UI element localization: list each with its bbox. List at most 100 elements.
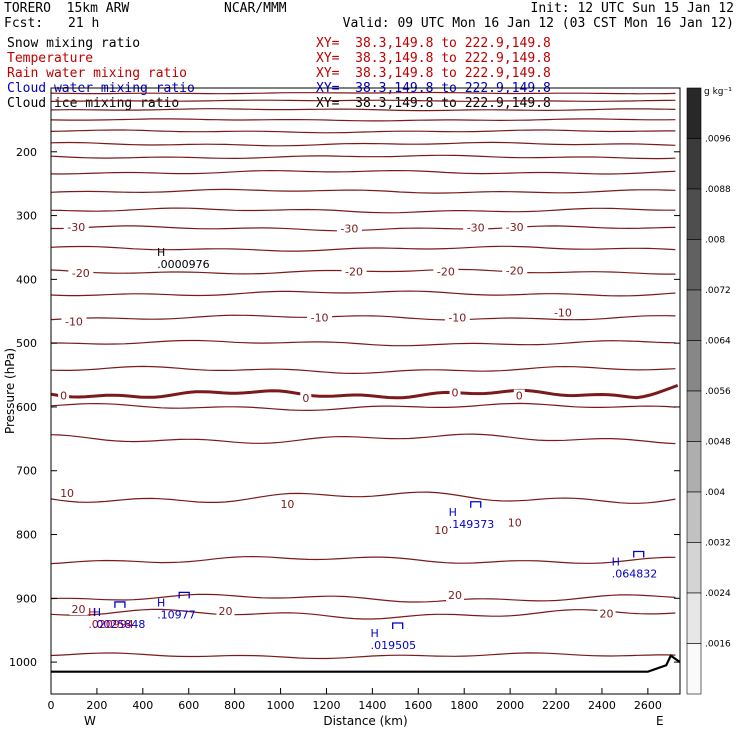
x-tick-label: 800 [224, 699, 245, 712]
temperature-contour-line [50, 129, 676, 134]
colorbar-swatch [686, 542, 702, 594]
y-axis-title: Pressure (hPa) [3, 348, 17, 434]
colorbar-tick-label: .0064 [705, 337, 731, 347]
contour-labels: -30 -30 -30 -30 -20 -20 -20 -20 -10 -10 -10 -10 0 0 0 0… [58, 221, 616, 621]
x-right-direction: E [656, 714, 664, 728]
contour-label: -10 [311, 312, 329, 325]
contour-label-bg [69, 603, 88, 616]
contour-label-bg [278, 497, 297, 510]
contour-label-bg [432, 524, 451, 537]
x-tick-label: 2000 [496, 699, 524, 712]
colorbar-tick-label: .0048 [705, 438, 731, 448]
plot-frame [50, 87, 681, 695]
contour-label-bg [463, 221, 489, 234]
x-tick-label: 2600 [634, 699, 662, 712]
temperature-contour-line [50, 314, 676, 321]
contour-label: -10 [448, 312, 466, 325]
temperature-contour-line [51, 225, 676, 232]
contour-label-bg [597, 607, 616, 620]
colorbar-tick-label: .0096 [705, 135, 731, 145]
temperature-contour-line [50, 555, 676, 565]
field-name: Rain water mixing ratio [7, 66, 188, 81]
contour-label: -20 [72, 267, 90, 280]
max-marker-letter: H [612, 556, 620, 569]
temperature-contour-line [50, 154, 676, 160]
temperature-contour-line [50, 207, 676, 214]
max-marker-value: .149373 [449, 518, 495, 531]
cloud-water-contours [114, 501, 645, 629]
x-tick-label: 1800 [450, 699, 478, 712]
contour-label-bg [433, 265, 459, 278]
field-xy: XY= 38.3,149.8 to 222.9,149.8 [316, 66, 551, 81]
contour-label-bg [336, 222, 362, 235]
center-title: NCAR/MMM [224, 1, 287, 16]
contour-label: -30 [67, 221, 85, 234]
x-tick-label: 2400 [588, 699, 616, 712]
colorbar-swatch [686, 188, 702, 240]
contour-label-bg [550, 306, 576, 319]
contour-label: 0 [516, 389, 523, 402]
field-name: Temperature [7, 51, 94, 66]
colorbar-swatch [686, 441, 702, 493]
cloud-water-contour [392, 622, 404, 629]
colorbar-tick-label: .0032 [705, 539, 731, 549]
fcst-label: Fcst: [4, 16, 44, 31]
contour-label-bg [502, 264, 528, 277]
max-marker-letter: H [371, 627, 379, 640]
contour-label: -10 [554, 307, 572, 320]
contour-label-bg [61, 315, 87, 328]
temperature-contour-line [51, 339, 676, 347]
max-marker-letter: H [157, 246, 165, 259]
contour-label-bg [216, 605, 235, 618]
max-marker-letter: H [93, 606, 101, 619]
y-tick-label: 200 [16, 146, 37, 159]
colorbar-tick-label: .0088 [705, 185, 731, 195]
x-left-direction: W [84, 714, 96, 728]
max-marker-value: .10977 [157, 608, 196, 621]
temperature-contour-line [50, 169, 676, 175]
temperature-contour-line [50, 108, 676, 112]
y-tick-label: 700 [16, 465, 37, 478]
terrain-line [51, 654, 681, 673]
colorbar-swatch [686, 138, 702, 190]
contour-label: 10 [508, 516, 522, 529]
contour-label-bg [449, 386, 461, 399]
contour-label-bg [300, 392, 312, 405]
x-tick-label: 1400 [358, 699, 386, 712]
y-tick-label: 800 [16, 529, 37, 542]
y-tick-label: 1000 [9, 656, 37, 669]
contour-label: -20 [506, 264, 524, 277]
y-tick-label: 900 [16, 592, 37, 605]
temperature-contour-line [50, 402, 676, 412]
colorbar-tick-label: .0016 [705, 640, 731, 650]
field-xy: XY= 38.3,149.8 to 222.9,149.8 [316, 51, 551, 66]
colorbar-swatch [686, 340, 702, 392]
max-marker-letter: H [88, 606, 96, 619]
contour-label-bg [444, 311, 470, 324]
x-tick-label: 600 [178, 699, 199, 712]
contour-label: -20 [345, 266, 363, 279]
zero-isotherm [50, 383, 679, 400]
y-tick-label: 500 [16, 337, 37, 350]
cloud-water-contour [633, 550, 645, 558]
colorbar-tick-label: .004 [705, 488, 725, 498]
max-markers: H.0000976H.149373H.064832H.10977H.019505… [88, 246, 657, 652]
max-marker-value: .064832 [612, 568, 658, 581]
model-title: TORERO 15km ARW [4, 1, 130, 16]
contour-label: -30 [506, 221, 524, 234]
temperature-contour-line [50, 141, 676, 147]
init-time: Init: 12 UTC Sun 15 Jan 12 [530, 1, 735, 16]
colorbar-swatch [686, 491, 702, 543]
temperature-contour-line [50, 491, 676, 504]
field-name: Snow mixing ratio [7, 36, 141, 51]
colorbar-swatch [686, 289, 702, 341]
field-xy: XY= 38.3,149.8 to 222.9,149.8 [316, 36, 551, 51]
contour-label: 0 [60, 389, 67, 402]
field-name: Cloud water mixing ratio [7, 81, 195, 96]
max-marker-value: .0025848 [93, 618, 146, 631]
contour-label-bg [513, 389, 525, 402]
temperature-contour-line [50, 245, 676, 252]
contour-label: -10 [65, 315, 83, 328]
contour-label: 10 [434, 524, 448, 537]
